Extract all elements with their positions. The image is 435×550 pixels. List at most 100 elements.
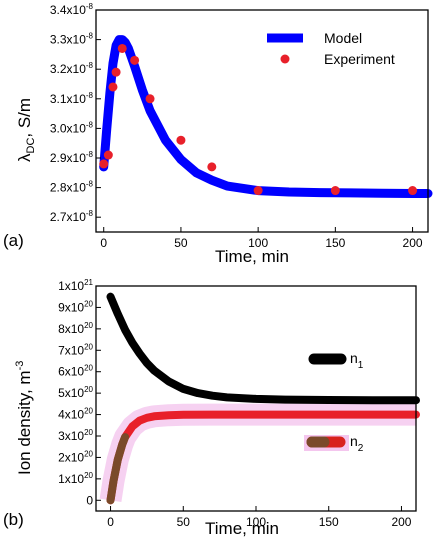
panel-a-y-tick-label: 3.3x10-8 (50, 32, 94, 47)
panel-b-label: (b) (3, 510, 24, 529)
experiment-point (117, 43, 127, 53)
legend-experiment-label: Experiment (324, 51, 395, 67)
panel-a-y-tick-label: 2.9x10-8 (50, 150, 94, 165)
panel-b-y-tick-label-exponent: 20 (84, 364, 93, 373)
panel-b-y-tick-label: 6x1020 (58, 364, 93, 379)
panel-b-x-tick-label: 150 (319, 515, 339, 529)
panel-a-y-tick-label-exponent: -8 (86, 150, 94, 159)
legend-model-label: Model (324, 30, 362, 46)
panel-a-y-tick-label-exponent: -8 (86, 180, 94, 189)
panel-b-y-tick-label: 5x1020 (58, 385, 93, 400)
panel-a-x-ticks: 0 50 100 150 200 (100, 227, 423, 250)
experiment-point (408, 186, 418, 196)
panel-b-x-ticks: 0 50 100 150 200 (107, 506, 412, 529)
panel-a-y-tick-label-base: 3.4x10 (50, 3, 86, 17)
panel-b-y-axis-exponent: -3 (14, 361, 26, 371)
panel-b-y-tick-label-base: 3x10 (58, 429, 84, 443)
panel-b-y-tick-label: 0 (86, 493, 93, 507)
legend-n2-subscript: 2 (358, 443, 364, 454)
panel-b-y-tick-label-exponent: 20 (84, 428, 93, 437)
experiment-point (108, 82, 118, 92)
panel-b-y-tick-label-base: 1x10 (58, 279, 84, 293)
panel-b-x-tick-label: 50 (177, 515, 191, 529)
panel-a-y-tick-label: 3.4x10-8 (50, 2, 94, 17)
n2-series-glow (99, 403, 416, 502)
legend-n2-letter: n (350, 433, 358, 449)
panel-a-y-tick-label-base: 2.8x10 (50, 181, 86, 195)
panel-b-y-tick-label-exponent: 20 (84, 342, 93, 351)
panel-b-y-tick-label: 4x1020 (58, 407, 93, 422)
panel-b-y-tick-label-exponent: 20 (84, 471, 93, 480)
panel-b-plot-area (99, 292, 420, 505)
panel-b-y-tick-label-exponent: 20 (84, 407, 93, 416)
experiment-point (99, 159, 109, 169)
panel-a-x-tick-label: 200 (403, 236, 423, 250)
panel-b-y-tick-label-base: 2x10 (58, 450, 84, 464)
panel-a-y-tick-label: 2.7x10-8 (50, 209, 94, 224)
panel-a-y-tick-label: 3.1x10-8 (50, 91, 94, 106)
panel-b-y-tick-label-base: 1x10 (58, 472, 84, 486)
panel-a-x-tick-label: 50 (174, 236, 188, 250)
panel-b-x-tick-label: 100 (246, 515, 266, 529)
panel-b-y-axis-title: Ion density, m-3 (14, 361, 34, 475)
experiment-point (330, 186, 340, 196)
panel-a-y-tick-label-exponent: -8 (86, 91, 94, 100)
legend-n1-letter: n (350, 350, 358, 366)
experiment-point (207, 162, 217, 172)
panel-b-x-tick-label: 0 (107, 515, 114, 529)
panel-b-y-tick-label: 1x1021 (58, 278, 93, 293)
experiment-point (130, 55, 140, 65)
model-series-line (99, 35, 433, 198)
panel-a-y-tick-label-exponent: -8 (86, 32, 94, 41)
panel-b-y-tick-label-base: 8x10 (58, 322, 84, 336)
panel-b-y-tick-label: 3x1020 (58, 428, 93, 443)
panel-b-y-tick-label-base: 4x10 (58, 408, 84, 422)
panel-a-y-tick-label-base: 3.1x10 (50, 92, 86, 106)
panel-b-y-tick-label-exponent: 20 (84, 385, 93, 394)
panel-b-x-axis-title: Time, min (205, 519, 279, 538)
panel-b-y-ticks: 01x10202x10203x10204x10205x10206x10207x1… (58, 278, 101, 507)
panel-a-y-axis-unit: , S/m (15, 98, 34, 138)
panel-b-y-tick-label: 2x1020 (58, 449, 93, 464)
panel-b-y-tick-label: 8x1020 (58, 321, 93, 336)
n2-series-line (106, 410, 420, 505)
panel-a-y-axis-title: λDC, S/m (15, 98, 37, 162)
panel-b-y-tick-label: 1x1020 (58, 471, 93, 486)
panel-a-y-tick-label-base: 3.0x10 (50, 121, 86, 135)
panel-b-y-tick-label-exponent: 20 (84, 299, 93, 308)
panel-a-y-tick-label-exponent: -8 (86, 120, 94, 129)
panel-a-plot-area (99, 35, 433, 198)
panel-a-y-tick-label-exponent: -8 (86, 61, 94, 70)
panel-b-y-tick-label-base: 9x10 (58, 300, 84, 314)
panel-a-x-axis-title: Time, min (215, 247, 289, 266)
panel-a-label: (a) (3, 231, 24, 250)
panel-a-x-tick-label: 100 (248, 236, 268, 250)
panel-a-x-tick-label: 0 (100, 236, 107, 250)
panel-b-y-tick-label-base: 6x10 (58, 365, 84, 379)
panel-a-y-tick-label: 3.2x10-8 (50, 61, 94, 76)
legend-n2-label: n2 (350, 433, 364, 454)
experiment-point (176, 135, 186, 145)
panel-a-y-axis-subscript: DC (25, 138, 37, 154)
panel-a-legend: Model Experiment (267, 30, 395, 67)
panel-b-y-axis-text: Ion density, m (15, 370, 34, 475)
panel-a-y-axis-lambda: λ (15, 153, 34, 162)
n2-series-early-segment (106, 433, 130, 505)
panel-a: 2.7x10-82.8x10-82.9x10-83.0x10-83.1x10-8… (3, 2, 433, 266)
panel-b-y-tick-label-exponent: 21 (84, 278, 93, 287)
panel-a-frame (95, 9, 429, 233)
legend-n1-label: n1 (350, 350, 364, 371)
panel-a-y-tick-label-exponent: -8 (86, 209, 94, 218)
panel-a-y-tick-label-base: 3.2x10 (50, 62, 86, 76)
experiment-point (111, 67, 121, 77)
panel-b-y-tick-label-exponent: 20 (84, 321, 93, 330)
panel-a-y-tick-label: 3.0x10-8 (50, 120, 94, 135)
experiment-point (103, 150, 113, 160)
panel-b-y-tick-label-exponent: 20 (84, 449, 93, 458)
panel-a-y-tick-label-base: 2.9x10 (50, 151, 86, 165)
panel-a-y-tick-label: 2.8x10-8 (50, 180, 94, 195)
panel-a-y-tick-label-base: 3.3x10 (50, 33, 86, 47)
n1-series-line (106, 292, 420, 405)
panel-b-legend: n1 n2 (304, 350, 364, 454)
